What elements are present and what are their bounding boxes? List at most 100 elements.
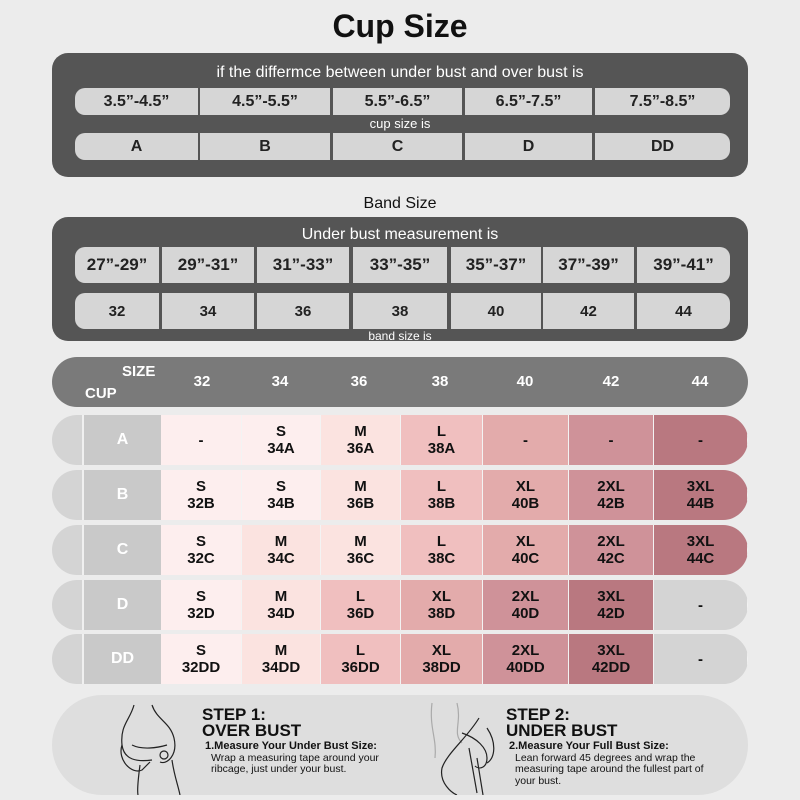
letter-size: - xyxy=(698,431,703,449)
cup-size-is-label: cup size is xyxy=(369,116,431,131)
band-range-cell: 37”-39” xyxy=(543,247,634,283)
letter-size: XL xyxy=(515,533,536,550)
bra-size: 36C xyxy=(346,550,375,567)
bra-size: 36B xyxy=(346,495,375,512)
under-bust-illustration-icon xyxy=(430,702,495,795)
page-title: Cup Size xyxy=(332,8,468,44)
letter-size: XL xyxy=(515,478,536,495)
size-cell: 2XL 40D xyxy=(483,580,569,630)
step2-heading: UNDER BUST xyxy=(506,721,618,740)
letter-size: S xyxy=(275,423,286,440)
size-cell: - xyxy=(483,415,569,465)
bra-size: 42DD xyxy=(591,659,631,676)
letter-size: - xyxy=(198,431,204,449)
size-cell: S 34A xyxy=(242,415,321,465)
letter-size: S xyxy=(275,478,286,495)
band-number-cell: 40 xyxy=(451,293,541,329)
size-cell: 3XL 42DD xyxy=(569,634,654,684)
bra-size: 34A xyxy=(267,440,295,457)
letter-size: - xyxy=(523,431,528,449)
cup-range-cell: 5.5”-6.5” xyxy=(333,88,462,115)
letter-size: L xyxy=(436,478,447,495)
size-cell: - xyxy=(161,415,242,465)
bra-size: 44B xyxy=(686,495,715,512)
band-size-is-label: band size is xyxy=(368,329,432,343)
cup-letter-cell: D xyxy=(465,133,592,160)
size-cell: 3XL 44B xyxy=(654,470,748,520)
size-cell: L 36DD xyxy=(321,634,401,684)
step1-heading: OVER BUST xyxy=(202,721,302,740)
size-cell: 3XL 42D xyxy=(569,580,654,630)
table-row: D S 32D M 34D L 36D XL 38D 2XL 40D 3XL 42D - xyxy=(52,580,748,630)
band-number-cell: 42 xyxy=(543,293,634,329)
cup-range-cell: 3.5”-4.5” xyxy=(75,88,198,115)
letter-size: - xyxy=(698,650,703,668)
letter-size: 2XL xyxy=(511,642,540,659)
bra-size: 34D xyxy=(267,605,295,622)
bra-size: 36A xyxy=(346,440,375,457)
letter-size: 3XL xyxy=(597,642,625,659)
bra-size: 32C xyxy=(187,550,215,567)
size-cell: - xyxy=(569,415,654,465)
cup-row-label: A xyxy=(82,415,161,465)
size-cell: XL 38DD xyxy=(401,634,483,684)
column-header-band: 40 xyxy=(516,373,534,390)
step1-description: 1.Measure Your Under Bust Size: Wrap a me… xyxy=(205,740,405,776)
letter-size: M xyxy=(274,588,288,605)
step2-description: 2.Measure Your Full Bust Size: Lean forwa… xyxy=(509,740,719,787)
bra-size: 36DD xyxy=(341,659,380,676)
band-panel-heading: Under bust measurement is xyxy=(301,226,499,243)
size-cell: S 32C xyxy=(161,525,242,575)
bra-size: 44C xyxy=(686,550,715,567)
size-cell: M 36C xyxy=(321,525,401,575)
bra-size: 32B xyxy=(187,495,215,512)
letter-size: L xyxy=(355,588,366,605)
bra-size: 42B xyxy=(597,495,625,512)
cup-letter-cell: A xyxy=(75,133,198,160)
bra-size: 38C xyxy=(427,550,456,567)
letter-size: XL xyxy=(431,588,452,605)
column-header-band: 38 xyxy=(431,373,449,390)
letter-size: 2XL xyxy=(597,533,625,550)
size-cell: L 36D xyxy=(321,580,401,630)
band-range-cell: 29”-31” xyxy=(162,247,254,283)
size-cell: M 34DD xyxy=(242,634,321,684)
band-range-cell: 35”-37” xyxy=(451,247,541,283)
cup-row-label: B xyxy=(82,470,161,520)
size-cell: M 34C xyxy=(242,525,321,575)
bra-size: 42D xyxy=(597,605,625,622)
band-range-cell: 33”-35” xyxy=(353,247,447,283)
band-number-cell: 36 xyxy=(257,293,349,329)
size-cell: M 34D xyxy=(242,580,321,630)
table-row: A - S 34A M 36A L 38A - - - xyxy=(52,415,748,465)
bra-size: 40D xyxy=(511,605,540,622)
bra-size: 34B xyxy=(267,495,295,512)
bra-size: 34C xyxy=(267,550,295,567)
bra-size: 38DD xyxy=(422,659,461,676)
band-number-cell: 34 xyxy=(162,293,254,329)
column-header-band: 42 xyxy=(602,373,620,390)
size-cell: L 38A xyxy=(401,415,483,465)
letter-size: 3XL xyxy=(597,588,625,605)
cup-range-cell: 6.5”-7.5” xyxy=(465,88,592,115)
step1-instruction-title: 1.Measure Your Under Bust Size: xyxy=(205,740,377,752)
bra-size: 40DD xyxy=(506,659,545,676)
band-range-cell: 39”-41” xyxy=(637,247,730,283)
bra-size: 40B xyxy=(511,495,540,512)
letter-size: M xyxy=(354,478,367,495)
table-header: SIZE CUP 32 34 36 38 40 42 44 xyxy=(52,357,748,407)
bra-size: 32D xyxy=(187,605,215,622)
column-header-band: 36 xyxy=(350,373,368,390)
letter-size: L xyxy=(355,642,366,659)
letter-size: M xyxy=(274,533,288,550)
size-cell: - xyxy=(654,415,748,465)
step2-label: STEP 2: xyxy=(506,705,570,724)
size-cell: S 32DD xyxy=(161,634,242,684)
size-cell: S 34B xyxy=(242,470,321,520)
cup-letter-cell: DD xyxy=(595,133,730,160)
letter-size: 2XL xyxy=(511,588,540,605)
size-cell: 2XL 40DD xyxy=(483,634,569,684)
band-number-cell: 38 xyxy=(353,293,447,329)
cup-range-cell: 7.5”-8.5” xyxy=(595,88,730,115)
over-bust-illustration-icon xyxy=(120,704,181,795)
